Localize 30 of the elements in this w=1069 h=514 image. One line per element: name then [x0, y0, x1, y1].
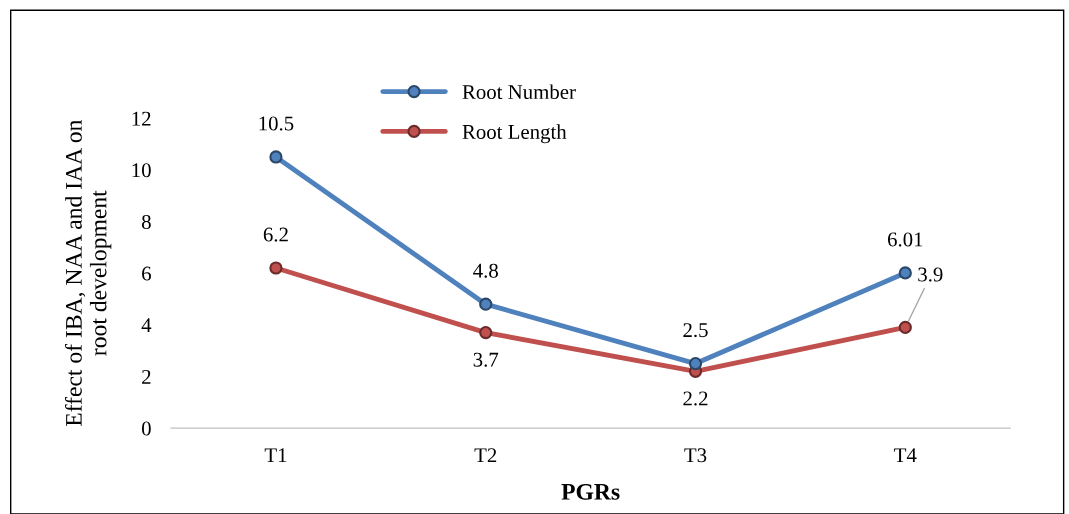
point — [479, 297, 493, 311]
x-tick-label: T3 — [684, 448, 707, 463]
point — [269, 150, 283, 164]
data-label: 2.5 — [683, 323, 708, 338]
x-tick-label: T2 — [474, 448, 497, 463]
data-label: 2.2 — [683, 391, 708, 406]
point — [479, 326, 493, 340]
y-tick-label: 0 — [141, 421, 151, 436]
x-tick-label: T1 — [264, 448, 287, 463]
point — [269, 261, 283, 275]
data-label: 4.8 — [473, 263, 498, 278]
y-tick-label: 10 — [132, 163, 151, 178]
data-label: 10.5 — [259, 116, 294, 131]
legend-label: Root Length — [462, 124, 567, 144]
data-label: 6.01 — [887, 232, 923, 247]
data-label: 3.9 — [918, 267, 943, 282]
x-axis-title: PGRs — [561, 483, 620, 500]
point — [898, 266, 912, 280]
legend-label: Root Number — [462, 84, 576, 100]
x-tick-label: T4 — [894, 448, 917, 463]
data-label: 3.7 — [473, 352, 499, 367]
point — [898, 320, 912, 335]
y-tick-label: 8 — [141, 214, 151, 229]
y-axis-title: Effect of IBA, NAA and IAA on root development — [64, 119, 112, 427]
y-tick-label: 4 — [141, 318, 152, 333]
y-tick-label: 12 — [132, 111, 151, 126]
point — [688, 356, 703, 371]
y-tick-label: 2 — [142, 369, 151, 384]
y-tick-label: 6 — [142, 266, 151, 281]
data-label: 6.2 — [263, 227, 288, 242]
